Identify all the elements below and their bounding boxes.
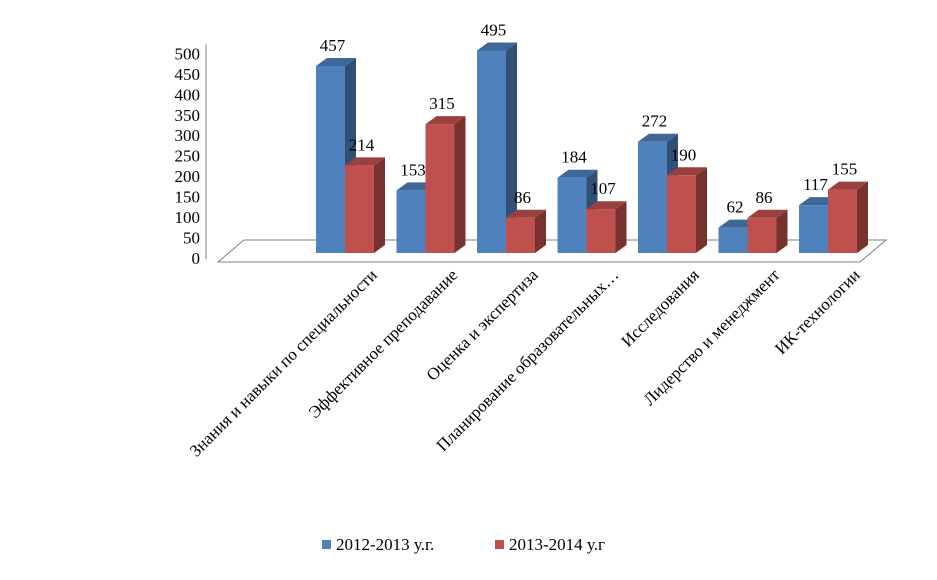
y-tick-label: 300: [175, 126, 201, 145]
x-category-label: Эффективное преподавание: [305, 265, 462, 422]
bar-side-face: [506, 42, 517, 253]
legend-label: 2012-2013 у.г.: [336, 535, 434, 554]
bars-layer: [316, 42, 868, 254]
y-tick-label: 250: [175, 147, 201, 166]
bar-side-face: [454, 116, 466, 254]
y-tick-label: 450: [175, 65, 201, 84]
legend-swatch: [495, 540, 504, 549]
data-label: 495: [481, 20, 507, 39]
bar-front-face: [586, 209, 616, 253]
x-category-label: ИК-технологии: [771, 265, 864, 358]
data-label: 214: [349, 135, 375, 154]
bar-front-face: [396, 190, 426, 253]
y-tick-label: 100: [175, 208, 201, 227]
legend-entry: 2013-2014 у.г: [495, 535, 605, 554]
bar-top-face: [345, 157, 385, 166]
bar: [477, 42, 517, 253]
bar-front-face: [718, 227, 748, 253]
data-label: 272: [642, 112, 668, 131]
data-label: 153: [400, 160, 426, 179]
y-tick-label: 500: [175, 44, 201, 63]
bar-side-face: [857, 181, 868, 253]
bar-top-face: [638, 133, 678, 142]
bar-top-face: [557, 169, 598, 178]
bar-top-face: [667, 167, 707, 176]
legend-entry: 2012-2013 у.г.: [322, 535, 434, 554]
bar-top-face: [477, 42, 517, 51]
data-label: 117: [803, 175, 828, 194]
bar-front-face: [477, 50, 506, 253]
bar-front-face: [425, 124, 455, 254]
data-label: 190: [671, 145, 697, 164]
y-tick-label: 200: [175, 167, 201, 186]
bar-front-face: [828, 189, 857, 253]
bar-top-face: [828, 181, 868, 190]
bar-top-face: [747, 209, 788, 218]
legend-label: 2013-2014 у.г: [509, 535, 605, 554]
bar-side-face: [615, 201, 627, 253]
bar-front-face: [667, 175, 696, 253]
bar-side-face: [776, 209, 788, 253]
bar: [425, 116, 466, 254]
bar-side-face: [535, 209, 546, 253]
data-label: 62: [727, 198, 744, 217]
bar-front-face: [345, 165, 374, 253]
bar-side-face: [374, 157, 385, 253]
x-category-label: Лидерство и менеджмент: [640, 265, 784, 409]
bar-front-face: [747, 217, 777, 253]
y-tick-label: 400: [175, 85, 201, 104]
bar-front-face: [557, 177, 587, 253]
bar: [586, 201, 627, 253]
bar: [667, 167, 707, 253]
y-tick-label: 50: [183, 229, 200, 248]
y-tick-label: 150: [175, 188, 201, 207]
y-tick-label: 350: [175, 106, 201, 125]
x-category-label: Планирование образовательных…: [433, 265, 623, 455]
legend: 2012-2013 у.г. 2013-2014 у.г: [322, 535, 605, 554]
bar-side-face: [696, 167, 707, 253]
data-label: 86: [514, 188, 531, 207]
bar-front-face: [506, 217, 535, 253]
data-label: 86: [756, 188, 773, 207]
legend-swatch: [322, 540, 331, 549]
data-label: 315: [429, 94, 455, 113]
bar-front-face: [799, 205, 828, 253]
bar-top-face: [425, 116, 466, 125]
bar-front-face: [638, 141, 667, 253]
bar-top-face: [506, 209, 546, 218]
bar-top-face: [586, 201, 627, 210]
bar: [506, 209, 546, 253]
bar: [345, 157, 385, 253]
bar: [828, 181, 868, 253]
data-label: 457: [320, 36, 346, 55]
data-label: 184: [561, 148, 587, 167]
bar-front-face: [316, 65, 345, 253]
y-tick-label: 0: [192, 249, 201, 268]
bar: [747, 209, 788, 253]
data-label: 155: [832, 160, 858, 179]
data-label: 107: [590, 179, 616, 198]
bar-top-face: [316, 57, 356, 66]
x-category-label: Исследования: [617, 265, 702, 350]
